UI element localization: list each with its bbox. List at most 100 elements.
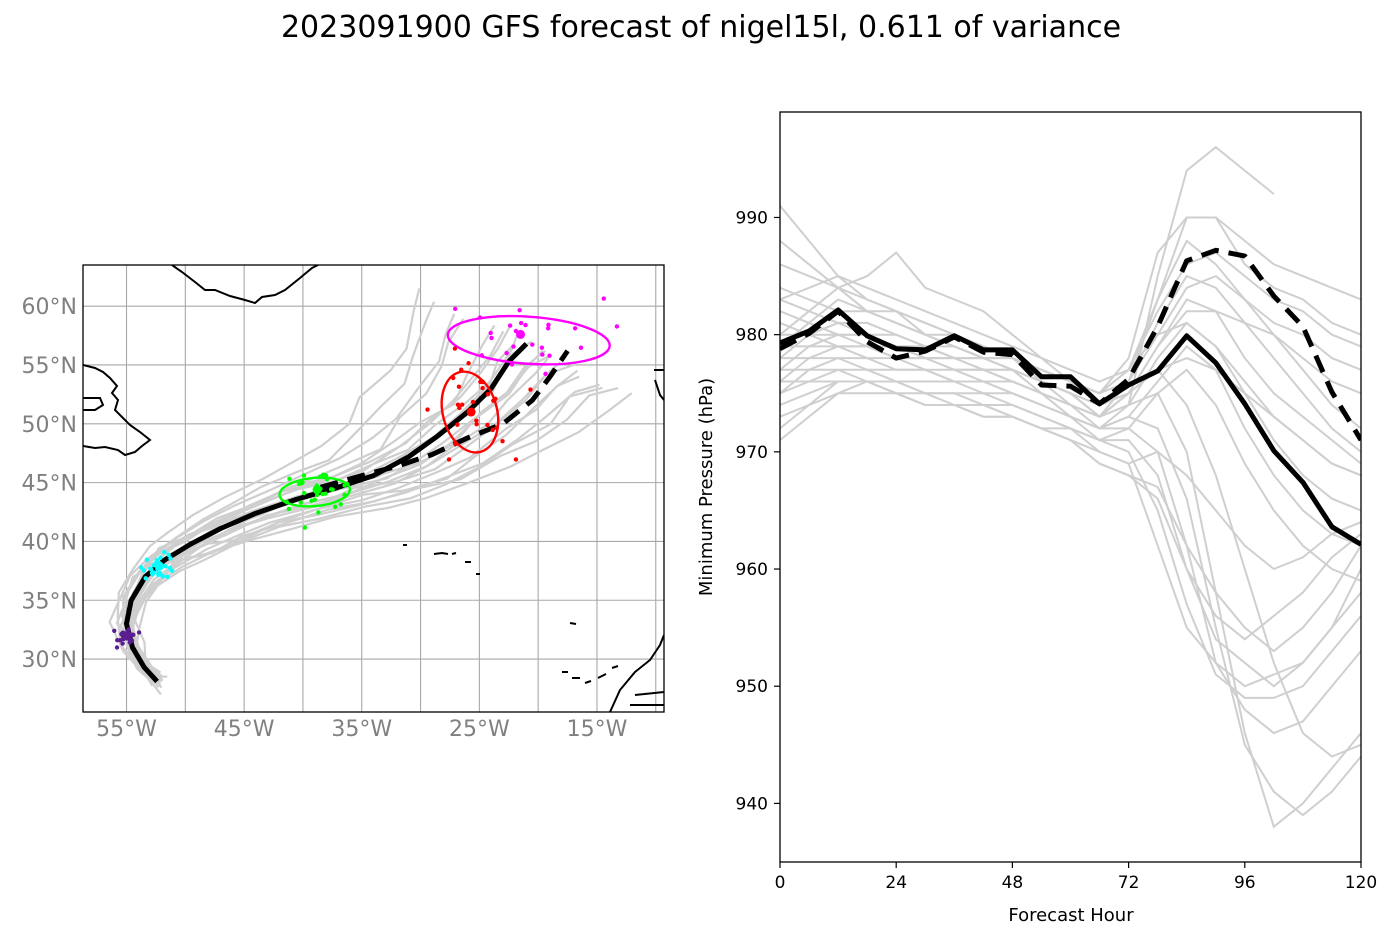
- x-tick-label: 120: [1345, 873, 1377, 893]
- spread-ellipse: [446, 314, 611, 366]
- position-point: [298, 500, 304, 505]
- position-point: [459, 402, 465, 407]
- map-lon-tick-label: 15°W: [567, 717, 628, 742]
- spread-ellipse: [278, 476, 352, 508]
- pressure-frame: [779, 111, 1362, 863]
- position-point: [302, 525, 308, 530]
- position-point: [296, 481, 302, 487]
- ensemble-pressure-line: [780, 145, 1275, 430]
- map-lat-tick-label: 50°N: [22, 413, 77, 438]
- position-point: [485, 422, 490, 428]
- position-point: [287, 476, 292, 482]
- position-point: [547, 353, 552, 358]
- position-point: [120, 641, 125, 646]
- control-pressure-line: [780, 247, 1361, 442]
- position-point: [286, 506, 292, 512]
- mean-track: [124, 342, 570, 684]
- position-point: [490, 427, 495, 433]
- position-point: [166, 552, 171, 558]
- position-point: [572, 326, 578, 331]
- ensemble-track: [108, 301, 436, 685]
- position-point: [530, 342, 535, 347]
- position-point: [474, 418, 479, 423]
- ensemble-track: [127, 361, 561, 680]
- position-point: [316, 510, 321, 515]
- position-point: [456, 384, 462, 389]
- ensemble-pressure-line: [780, 345, 1361, 547]
- position-point: [578, 345, 584, 350]
- position-point: [115, 637, 120, 643]
- ensemble-pressure-line: [780, 345, 1361, 829]
- position-point: [453, 441, 458, 447]
- position-point: [156, 571, 161, 576]
- position-point: [455, 422, 460, 427]
- position-point: [474, 422, 479, 427]
- position-point: [517, 307, 522, 313]
- position-point: [601, 296, 606, 301]
- position-point: [312, 497, 318, 502]
- y-tick-label: 960: [736, 560, 768, 580]
- position-point: [151, 562, 156, 568]
- position-point: [323, 491, 328, 496]
- position-point: [162, 549, 167, 555]
- position-point: [330, 487, 335, 492]
- ensemble-pressure-line: [780, 216, 1361, 395]
- position-point: [167, 565, 173, 571]
- position-point: [478, 379, 483, 385]
- coast-fragment: [83, 397, 105, 411]
- x-tick-label: 72: [1118, 873, 1140, 893]
- position-point: [455, 402, 461, 407]
- canary-island: [562, 665, 619, 684]
- ensemble-pressure-line: [780, 368, 1361, 735]
- y-tick-label: 980: [736, 326, 768, 346]
- mean-pressure-line: [780, 307, 1361, 547]
- map-lon-tick-label: 45°W: [214, 717, 275, 742]
- position-point: [168, 556, 173, 561]
- position-point: [513, 457, 519, 462]
- map-lat-tick-label: 30°N: [22, 648, 77, 673]
- position-point: [488, 330, 493, 336]
- position-point: [500, 439, 505, 444]
- position-point: [528, 387, 533, 392]
- ensemble-track: [115, 318, 465, 687]
- position-point: [477, 315, 483, 320]
- position-point: [119, 631, 124, 637]
- position-point: [425, 407, 430, 412]
- map-lat-tick-label: 60°N: [22, 295, 77, 320]
- x-tick-label: 96: [1234, 873, 1256, 893]
- pressure-x-axis-label: Forecast Hour: [1008, 905, 1134, 926]
- position-point: [144, 557, 150, 562]
- position-point: [494, 425, 499, 431]
- position-point: [127, 640, 132, 645]
- position-point: [511, 344, 516, 349]
- ensemble-track: [116, 288, 421, 681]
- map-latitude-ticks: 30°N 35°N 40°N 45°N 50°N 55°N 60°N: [22, 295, 77, 673]
- position-point: [284, 500, 290, 505]
- cluster-center-point: [123, 631, 133, 641]
- position-point: [466, 361, 471, 366]
- pressure-y-ticks: 940 950 960 970 980 990: [736, 208, 780, 814]
- position-point: [136, 630, 142, 635]
- position-point: [165, 574, 170, 579]
- ensemble-pressure-line: [780, 380, 1361, 571]
- position-point: [485, 392, 491, 397]
- position-point: [141, 568, 147, 573]
- map-lon-tick-label: 25°W: [449, 717, 510, 742]
- ensemble-track: [135, 392, 633, 678]
- position-point: [158, 555, 163, 560]
- ensemble-tracks: [108, 288, 633, 696]
- ensemble-pressure-line: [780, 380, 1361, 688]
- pressure-x-ticks: 0 24 48 72 96 120: [775, 862, 1377, 893]
- position-point: [504, 350, 509, 356]
- coastlines: [83, 265, 664, 712]
- spread-ellipse: [440, 370, 500, 454]
- pressure-ensemble-lines: [780, 145, 1361, 829]
- position-point: [540, 352, 545, 357]
- europe-coast: [654, 369, 664, 401]
- cluster-center-point: [516, 329, 526, 339]
- position-point: [118, 638, 123, 643]
- position-point: [614, 324, 620, 329]
- map-lon-tick-label: 55°W: [96, 717, 157, 742]
- position-point: [509, 362, 515, 367]
- position-point: [345, 482, 350, 487]
